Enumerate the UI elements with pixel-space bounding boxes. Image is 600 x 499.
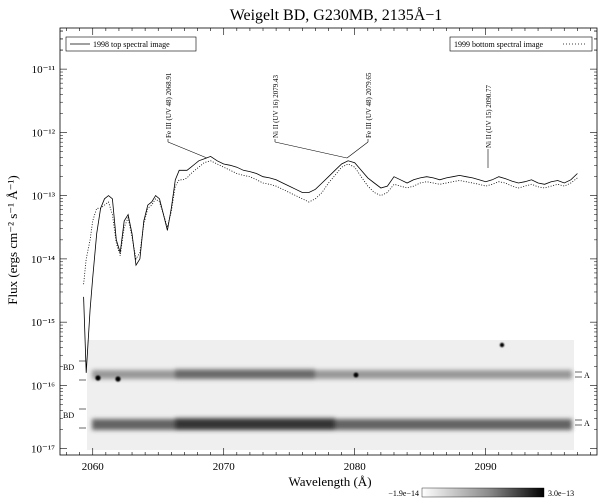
annotation-label: Fe III (UV 48) 2068.91 [165,72,173,138]
legend-left: 1998 top spectral image [65,36,197,52]
series-group [83,155,578,373]
annotation-label: Ni II (UV 15) 2090.77 [485,84,493,148]
image-label-right: A [584,419,590,428]
annotation-leader [274,141,348,159]
y-tick-label: 10⁻¹⁷ [31,444,55,456]
x-axis-label: Wavelength (Å) [288,474,371,489]
image-label-left: BD [63,411,74,420]
annotation-label: Ni II (UV 16) 2079.43 [272,74,280,138]
legend-label: 1998 top spectral image [93,40,170,49]
y-tick-label: 10⁻¹² [32,127,56,139]
annotation-leader [167,141,208,159]
x-tick-label: 2080 [344,461,367,473]
colorbar-gradient [421,487,545,498]
y-tick-label: 10⁻¹⁴ [31,254,55,266]
y-tick-label: 10⁻¹³ [32,191,56,203]
series-1998-line [83,155,578,373]
x-axis: 2060 2070 2080 2090 [66,28,591,473]
spectral-image-background [87,340,574,450]
y-axis-label: Flux (ergs cm⁻² s⁻¹ Å⁻¹) [5,175,20,305]
hot-pixel [115,376,121,382]
annotation-label: Fe III (UV 48) 2079.65 [365,72,373,138]
legend-label: 1999 bottom spectral image [454,40,544,49]
x-tick-label: 2060 [82,461,105,473]
hot-pixel [499,342,505,348]
y-tick-label: 10⁻¹¹ [32,64,55,76]
x-tick-label: 2090 [475,461,498,473]
x-tick-label: 2070 [213,461,236,473]
spectral-image-panel: BD BD A A [63,340,590,450]
spectral-band-top [92,370,572,379]
legend-box [65,36,197,52]
y-axis: 10⁻¹¹ 10⁻¹² 10⁻¹³ 10⁻¹⁴ 10⁻¹⁵ 10⁻¹⁶ 10⁻¹⁷ [31,30,597,456]
spectral-band-bottom-bright [175,418,335,430]
legend-box [449,36,593,52]
chart-title: Weigelt BD, G230MB, 2135Å−1 [230,6,443,24]
image-label-left: BD [63,363,74,372]
image-label-right: A [584,371,590,380]
annotation-leader [346,141,369,159]
colorbar-max-label: 3.0e−13 [548,489,574,498]
annotations: Fe III (UV 48) 2068.91 Ni II (UV 16) 2079… [165,72,493,168]
hot-pixel [95,375,101,381]
legend-right: 1999 bottom spectral image [449,36,593,52]
hot-pixel [353,372,359,378]
y-tick-label: 10⁻¹⁵ [31,317,55,329]
spectral-band-top-bright [175,369,315,379]
y-tick-label: 10⁻¹⁶ [31,380,55,392]
colorbar-min-label: −1.9e−14 [388,489,419,498]
colorbar: −1.9e−14 3.0e−13 [388,487,574,498]
series-1999-line [83,160,578,285]
